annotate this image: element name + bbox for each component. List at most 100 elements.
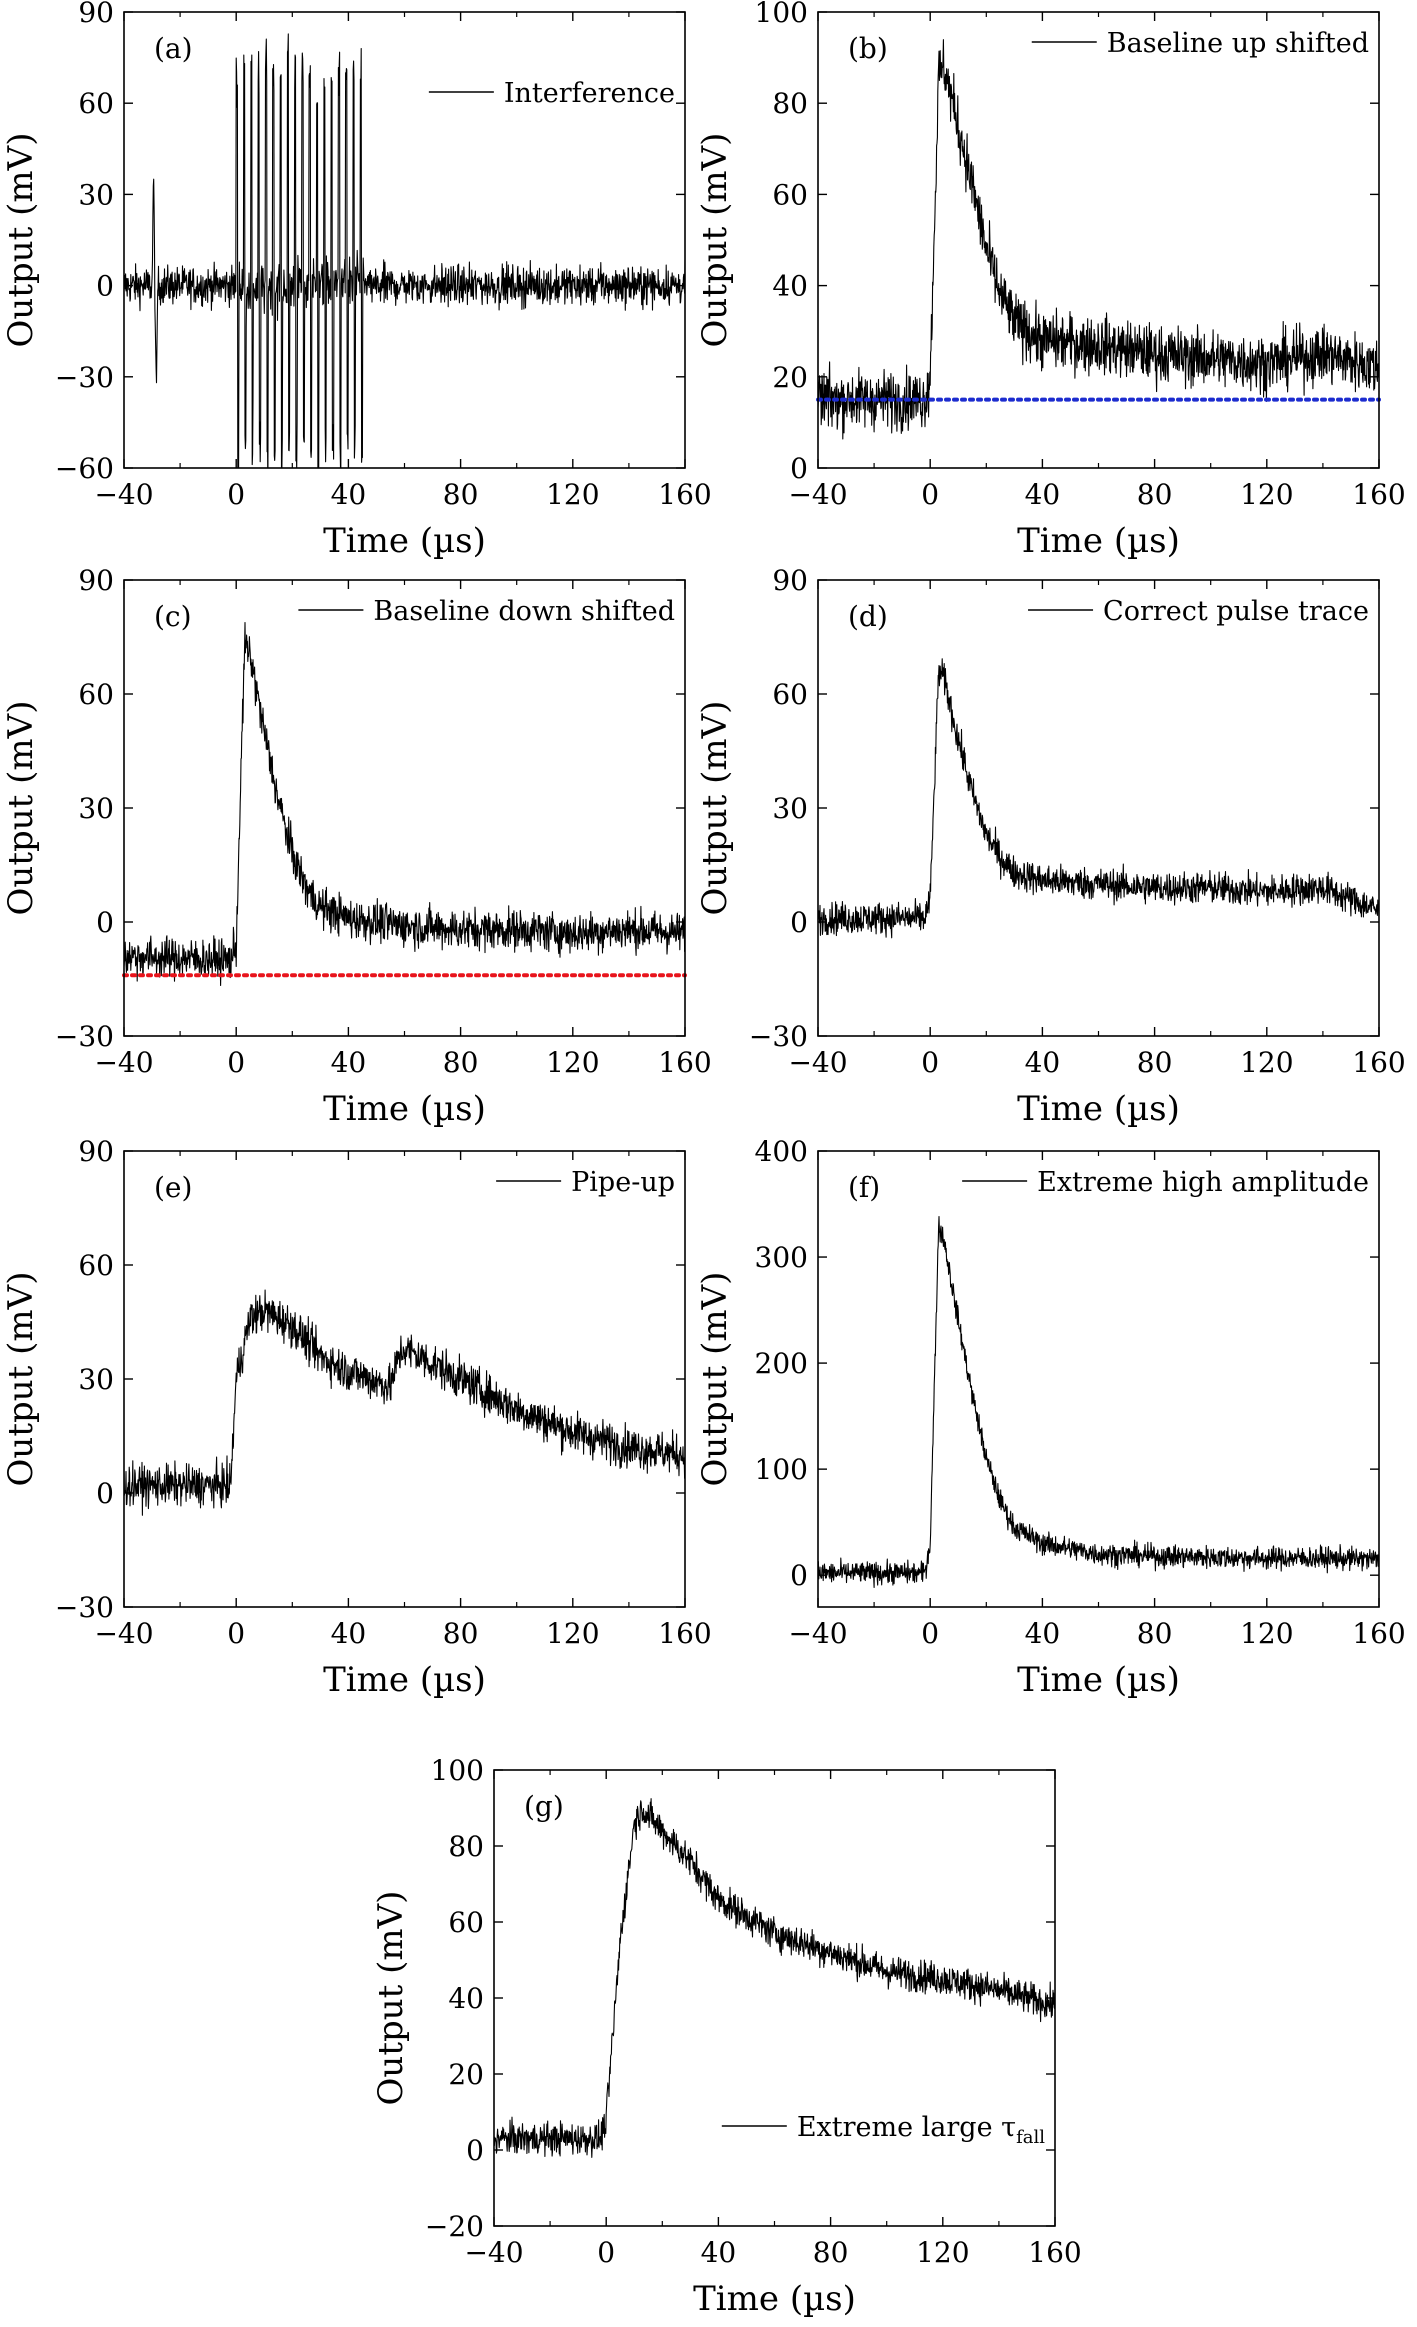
x-tick-label: 160	[1352, 1617, 1405, 1650]
legend-label-subscript: fall	[1016, 2127, 1045, 2148]
series-trace	[818, 1215, 1379, 1589]
x-axis-label: Time (µs)	[1017, 1089, 1180, 1129]
x-tick-label: 160	[658, 1617, 711, 1650]
y-tick-label: 0	[96, 1477, 114, 1510]
x-tick-label: 40	[1025, 1046, 1061, 1079]
x-tick-label: −40	[94, 478, 153, 511]
y-tick-label: 90	[772, 564, 808, 597]
y-tick-label: 0	[96, 906, 114, 939]
y-axis-label: Output (mV)	[1, 133, 41, 348]
series-trace	[124, 622, 685, 987]
y-tick-label: 60	[78, 1249, 114, 1282]
x-tick-label: 80	[443, 1046, 479, 1079]
x-tick-label: 40	[1025, 1617, 1061, 1650]
y-tick-label: 90	[78, 1135, 114, 1168]
x-axis-label: Time (µs)	[323, 1660, 486, 1700]
y-tick-label: 100	[755, 0, 808, 29]
legend-label: Pipe-up	[571, 1167, 675, 1198]
y-tick-label: 60	[78, 87, 114, 120]
x-axis-label: Time (µs)	[1017, 1660, 1180, 1700]
chart-panel-d: −40 0 40 80 120 160 −30 0 30 60 90 Time (µs) Output …	[695, 564, 1406, 1129]
y-tick-label: 0	[790, 452, 808, 485]
series-trace	[494, 1798, 1055, 2158]
plot-frame	[817, 579, 1380, 1037]
panel-label: (c)	[154, 600, 192, 633]
x-tick-label: −40	[788, 478, 847, 511]
y-tick-label: 80	[448, 1830, 484, 1863]
x-tick-label: 40	[1025, 478, 1061, 511]
x-tick-label: 0	[227, 1617, 245, 1650]
panel-label: (g)	[524, 1790, 564, 1823]
chart-panel-e: −40 0 40 80 120 160 −30 0 30 60 90 Time (µs) Output …	[1, 1135, 712, 1700]
x-axis-label: Time (µs)	[323, 521, 486, 561]
x-tick-label: 120	[546, 1046, 599, 1079]
x-tick-label: 160	[1028, 2236, 1081, 2269]
legend-label: Interference	[504, 78, 675, 109]
series-trace	[818, 39, 1379, 440]
y-tick-label: 0	[466, 2134, 484, 2167]
y-tick-label: 90	[78, 564, 114, 597]
x-tick-label: 120	[1240, 478, 1293, 511]
y-tick-label: −30	[749, 1020, 808, 1053]
x-tick-label: 0	[921, 1046, 939, 1079]
y-tick-label: 20	[448, 2058, 484, 2091]
x-tick-label: 0	[597, 2236, 615, 2269]
y-tick-label: 100	[755, 1453, 808, 1486]
x-tick-label: 40	[331, 478, 367, 511]
x-tick-label: 80	[1137, 478, 1173, 511]
panel-label: (f)	[848, 1171, 880, 1204]
y-tick-label: −20	[425, 2210, 484, 2243]
y-tick-label: 80	[772, 87, 808, 120]
x-tick-label: 80	[1137, 1617, 1173, 1650]
x-tick-label: 80	[813, 2236, 849, 2269]
series-trace	[124, 33, 685, 468]
panel-label: (e)	[154, 1171, 192, 1204]
x-tick-label: 120	[1240, 1046, 1293, 1079]
y-axis-label: Output (mV)	[695, 701, 735, 916]
x-tick-label: 0	[227, 1046, 245, 1079]
y-tick-label: 60	[448, 1906, 484, 1939]
legend-label: Correct pulse trace	[1103, 596, 1369, 627]
x-tick-label: 120	[546, 1617, 599, 1650]
y-tick-label: 40	[448, 1982, 484, 2015]
y-tick-label: 0	[790, 906, 808, 939]
x-axis-label: Time (µs)	[693, 2279, 856, 2319]
y-tick-label: 30	[78, 1363, 114, 1396]
y-tick-label: 20	[772, 361, 808, 394]
y-tick-label: 40	[772, 270, 808, 303]
x-tick-label: −40	[94, 1046, 153, 1079]
y-tick-label: 60	[772, 678, 808, 711]
x-tick-label: 120	[546, 478, 599, 511]
y-tick-label: 400	[755, 1135, 808, 1168]
chart-panel-g: −40 0 40 80 120 160 −20 0 20 40 60 80 100 Time (µs) Ou…	[371, 1754, 1082, 2319]
y-tick-label: −30	[55, 361, 114, 394]
chart-panel-a: −40 0 40 80 120 160 −60 −30 0 30 60 90 Time (µs) Outp…	[1, 0, 712, 561]
y-tick-label: 90	[78, 0, 114, 29]
x-axis-label: Time (µs)	[323, 1089, 486, 1129]
legend-label: Extreme high amplitude	[1037, 1167, 1369, 1198]
legend-label: Baseline down shifted	[373, 596, 675, 627]
panel-label: (d)	[848, 600, 888, 633]
y-tick-label: 200	[755, 1347, 808, 1380]
x-tick-label: 160	[1352, 478, 1405, 511]
x-tick-label: 120	[916, 2236, 969, 2269]
x-tick-label: 40	[331, 1046, 367, 1079]
series-trace	[124, 1289, 685, 1516]
y-tick-label: 0	[790, 1559, 808, 1592]
y-axis-label: Output (mV)	[371, 1891, 411, 2106]
y-tick-label: −30	[55, 1591, 114, 1624]
y-tick-label: −60	[55, 452, 114, 485]
x-tick-label: 120	[1240, 1617, 1293, 1650]
x-tick-label: −40	[788, 1617, 847, 1650]
legend-label: Extreme large τfall	[797, 2112, 1045, 2148]
x-tick-label: −40	[94, 1617, 153, 1650]
panel-label: (b)	[848, 32, 888, 65]
chart-panel-f: −40 0 40 80 120 160 0 100 200 300 400 Time (µs) Outp…	[695, 1135, 1406, 1700]
x-tick-label: 80	[1137, 1046, 1173, 1079]
x-tick-label: 0	[921, 478, 939, 511]
y-tick-label: 300	[755, 1241, 808, 1274]
y-tick-label: 30	[78, 792, 114, 825]
x-axis-label: Time (µs)	[1017, 521, 1180, 561]
y-tick-label: 30	[78, 178, 114, 211]
